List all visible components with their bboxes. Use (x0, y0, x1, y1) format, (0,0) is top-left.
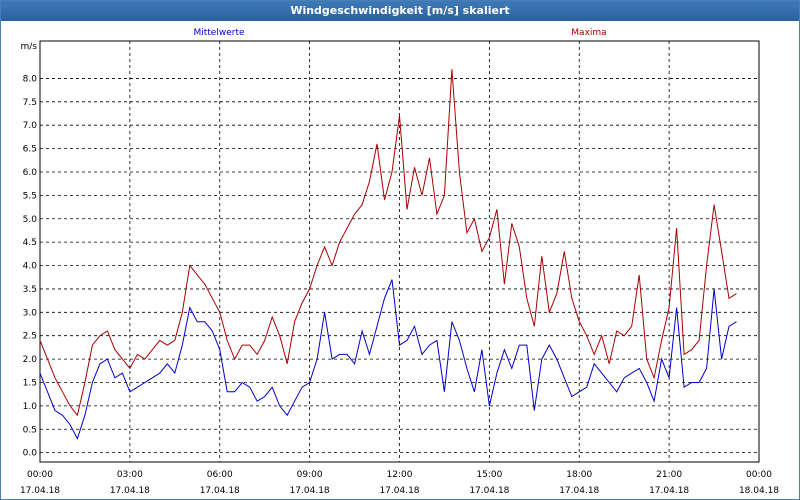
y-tick-label: 4.0 (23, 262, 38, 272)
y-tick-label: 6.0 (23, 168, 38, 178)
y-tick-label: 1.0 (23, 402, 38, 412)
y-tick-label: 5.5 (23, 191, 37, 201)
legend-entry-mittelwerte: Mittelwerte (193, 28, 244, 38)
x-tick-date: 17.04.18 (649, 486, 689, 496)
x-tick-date: 17.04.18 (379, 486, 419, 496)
y-tick-label: 0.5 (23, 425, 37, 435)
y-tick-label: 3.0 (23, 308, 38, 318)
legend-entry-maxima: Maxima (571, 28, 606, 38)
y-tick-label: 7.0 (23, 121, 38, 131)
x-tick-label: 00:00 (746, 470, 772, 480)
y-tick-label: 7.5 (23, 98, 37, 108)
y-axis-label: m/s (21, 42, 38, 52)
x-tick-label: 03:00 (117, 470, 143, 480)
x-tick-label: 06:00 (207, 470, 233, 480)
y-tick-label: 5.0 (23, 215, 38, 225)
series-line-maxima (39, 69, 737, 417)
x-tick-date: 17.04.18 (469, 486, 509, 496)
x-tick-date: 18.04.18 (739, 486, 779, 496)
y-tick-label: 8.0 (23, 74, 38, 84)
y-tick-label: 4.5 (23, 238, 37, 248)
y-tick-label: 6.5 (23, 145, 37, 155)
x-tick-date: 17.04.18 (559, 486, 599, 496)
series-line-mittelwerte (39, 279, 737, 440)
x-tick-label: 18:00 (566, 470, 592, 480)
x-tick-label: 00:00 (27, 470, 53, 480)
y-tick-label: 2.5 (23, 332, 37, 342)
x-tick-date: 17.04.18 (20, 486, 60, 496)
chart-title: Windgeschwindigkeit [m/s] skaliert (1, 1, 799, 21)
y-tick-label: 0.0 (23, 449, 38, 459)
x-tick-label: 12:00 (387, 470, 413, 480)
x-tick-date: 17.04.18 (200, 486, 240, 496)
x-tick-label: 09:00 (297, 470, 323, 480)
x-tick-label: 15:00 (476, 470, 502, 480)
y-tick-label: 3.5 (23, 285, 37, 295)
x-tick-date: 17.04.18 (110, 486, 150, 496)
y-tick-label: 2.0 (23, 355, 38, 365)
x-tick-label: 21:00 (656, 470, 682, 480)
y-tick-label: 1.5 (23, 378, 37, 388)
x-tick-date: 17.04.18 (290, 486, 330, 496)
